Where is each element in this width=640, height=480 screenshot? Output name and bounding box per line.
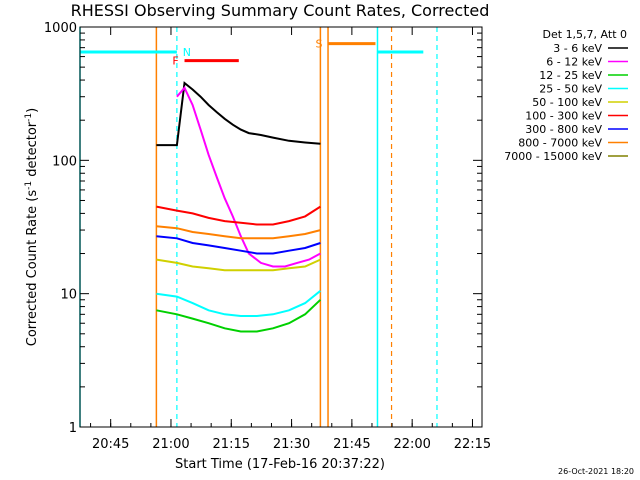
y-tick-label-1: 10 (60, 288, 77, 303)
annotation-label-0: N (183, 46, 191, 59)
series-line-7 (156, 225, 321, 240)
legend-label-0: 3 - 6 keV (553, 42, 602, 55)
x-tick-label-5: 22:00 (393, 437, 430, 452)
series-line-3 (156, 290, 322, 317)
legend-label-4: 50 - 100 keV (532, 96, 602, 109)
x-tick-label-6: 22:15 (454, 437, 491, 452)
timestamp: 26-Oct-2021 18:20 (558, 467, 634, 476)
x-tick-label-1: 21:00 (152, 437, 189, 452)
x-tick-label-4: 21:45 (333, 437, 370, 452)
series-line-1 (176, 85, 321, 268)
y-tick-label-3: 1000 (44, 21, 77, 36)
x-axis-label: Start Time (17-Feb-16 20:37:22) (175, 457, 385, 472)
annotation-label-2: S (316, 38, 323, 51)
y-tick-label-2: 100 (52, 154, 77, 169)
chart-marks: NF S (79, 27, 438, 427)
series-line-2 (156, 299, 322, 333)
series-line-5 (156, 205, 321, 226)
legend-label-5: 100 - 300 keV (525, 110, 602, 123)
legend-label-8: 7000 - 15000 keV (504, 150, 602, 163)
legend-label-7: 800 - 7000 keV (518, 137, 602, 150)
legend-label-2: 12 - 25 keV (539, 69, 602, 82)
chart-title: RHESSI Observing Summary Count Rates, Co… (71, 1, 490, 20)
legend-header: Det 1,5,7, Att 0 (543, 28, 627, 41)
y-axis-label-sup2: -1 (24, 113, 34, 122)
legend-label-1: 6 - 12 keV (546, 56, 602, 69)
y-axis-label-end: ) (25, 108, 40, 113)
y-tick-label-0: 1 (69, 421, 77, 436)
plot-frame (79, 26, 483, 428)
y-axis-label-mid: detector (25, 121, 40, 181)
annotation-label-1: F (172, 55, 178, 68)
x-tick-label-2: 21:15 (213, 437, 250, 452)
series-line-0 (156, 81, 321, 147)
x-tick-label-0: 20:45 (92, 437, 129, 452)
y-axis-label-main: Corrected Count Rate (s (25, 190, 40, 347)
legend-label-3: 25 - 50 keV (539, 83, 602, 96)
series-line-4 (156, 258, 321, 272)
series-line-6 (156, 235, 321, 255)
axis-ticks: 20:45 21:00 21:15 21:30 21:45 22:00 22:15 1 10 10… (44, 21, 491, 452)
x-tick-label-3: 21:30 (273, 437, 310, 452)
y-axis-label-sup1: -1 (24, 181, 34, 190)
y-axis-label: Corrected Count Rate (s-1 detector-1) (24, 108, 40, 346)
legend-label-6: 300 - 800 keV (525, 123, 602, 136)
